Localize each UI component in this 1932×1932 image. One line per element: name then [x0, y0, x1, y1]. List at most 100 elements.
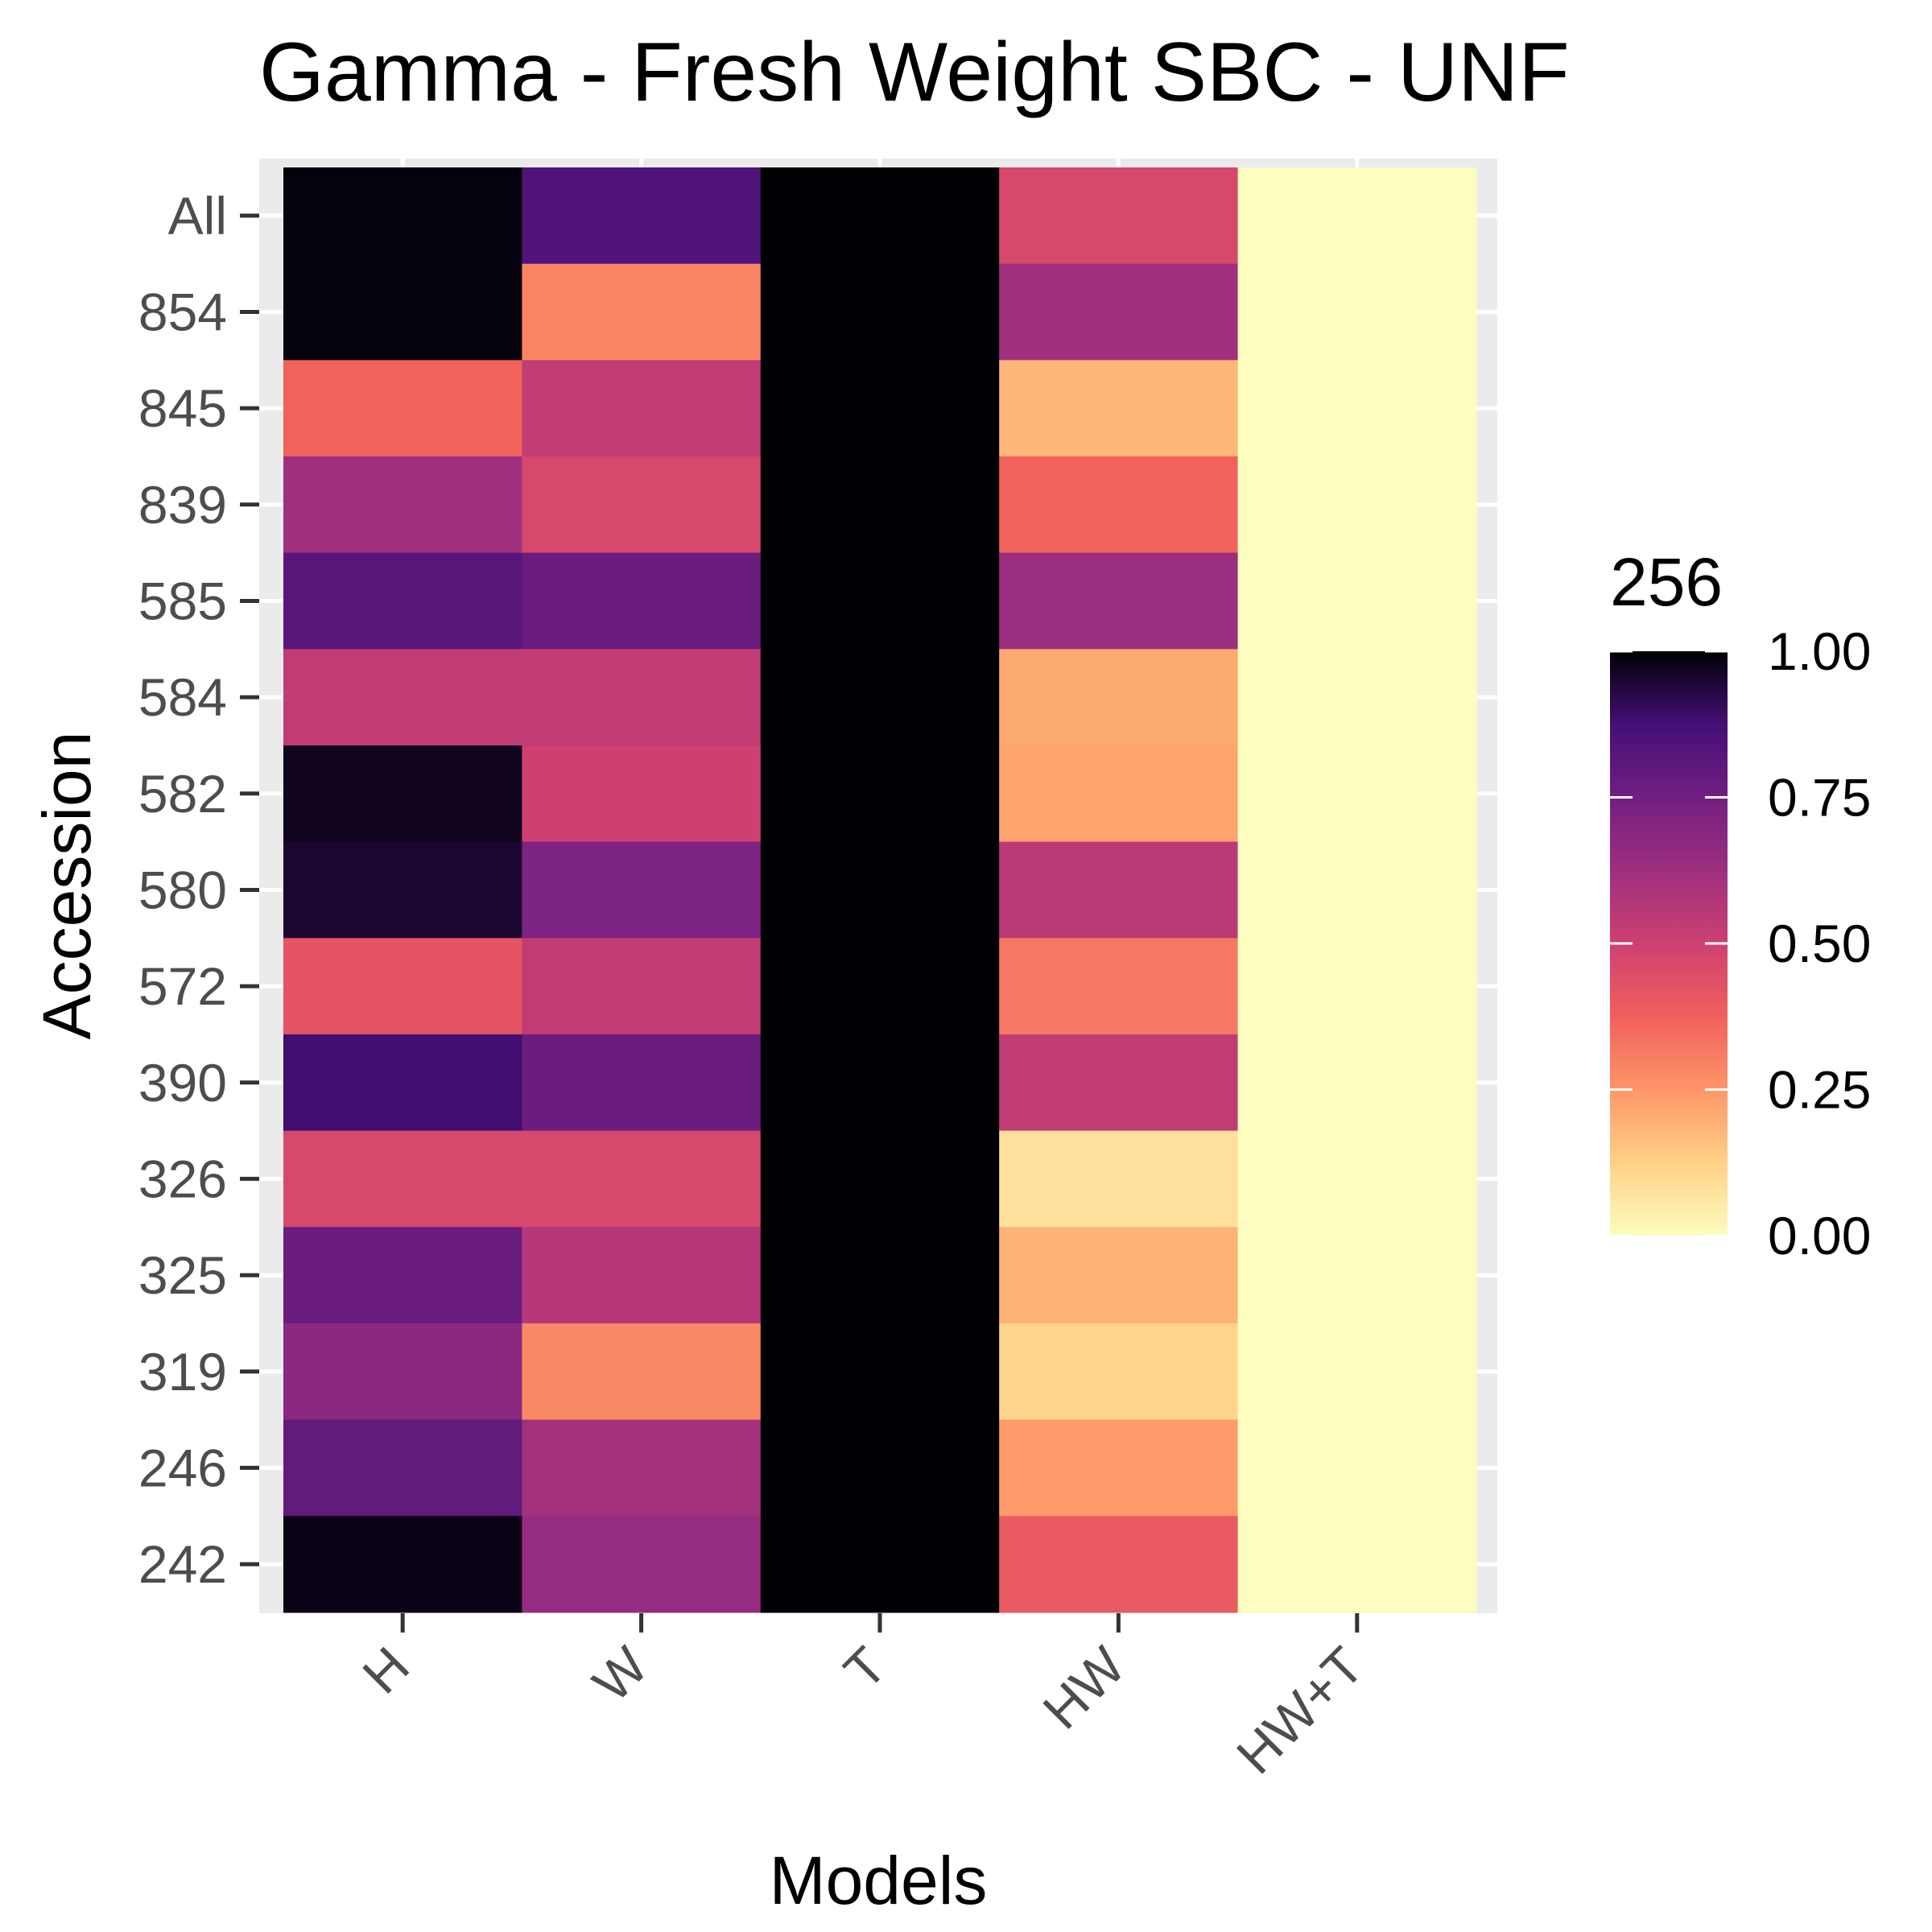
heatmap-cell	[1237, 745, 1477, 843]
y-tick-label: 584	[138, 667, 227, 727]
heatmap-cell	[1237, 1034, 1477, 1132]
heatmap-cell	[760, 841, 1000, 939]
legend-tick-label: 1.00	[1768, 621, 1871, 681]
y-tick-label: 854	[138, 282, 227, 341]
heatmap-cell	[283, 1130, 522, 1228]
heatmap-cell	[760, 1516, 1000, 1613]
heatmap-cell	[283, 456, 522, 554]
heatmap-cell	[283, 841, 522, 939]
heatmap-cell	[760, 360, 1000, 457]
y-tick-label: 845	[138, 378, 227, 438]
heatmap-cell	[283, 649, 522, 746]
heatmap-cell	[522, 745, 762, 843]
heatmap-cell	[1237, 1516, 1477, 1613]
heatmap-cell	[283, 1516, 522, 1613]
heatmap-cell	[522, 456, 762, 554]
heatmap-cell	[283, 263, 522, 361]
heatmap-cell	[522, 1227, 762, 1324]
heatmap-cell	[999, 938, 1239, 1035]
heatmap-cell	[760, 938, 1000, 1035]
x-tick-label: HW+T	[1225, 1636, 1375, 1785]
heatmap-cell	[283, 552, 522, 650]
heatmap-cells	[283, 167, 1477, 1613]
y-tick-label: 839	[138, 475, 227, 535]
color-legend: 256 0.00 0.25 0.50 0.75 1.00	[1610, 544, 1871, 1265]
legend-tick-label: 0.50	[1768, 914, 1871, 973]
heatmap-cell	[760, 745, 1000, 843]
y-tick-label: 319	[138, 1342, 227, 1402]
legend-title: 256	[1610, 544, 1723, 620]
x-tick-label: W	[581, 1635, 659, 1713]
heatmap-cell	[999, 1227, 1239, 1324]
heatmap-cell	[999, 1323, 1239, 1421]
heatmap-cell	[999, 1130, 1239, 1228]
heatmap-cell	[1237, 1323, 1477, 1421]
y-tick-label: 242	[138, 1534, 227, 1594]
heatmap-cell	[1237, 1130, 1477, 1228]
heatmap-cell	[999, 360, 1239, 457]
heatmap-cell	[1237, 938, 1477, 1035]
x-axis: H W T HW HW+T	[351, 1613, 1375, 1785]
heatmap-cell	[522, 552, 762, 650]
heatmap-cell	[283, 1227, 522, 1324]
heatmap-cell	[760, 1419, 1000, 1517]
legend-tick-label: 0.00	[1768, 1206, 1871, 1265]
heatmap-cell	[1237, 841, 1477, 939]
heatmap-cell	[1237, 360, 1477, 457]
heatmap-cell	[1237, 1227, 1477, 1324]
x-tick-label: HW	[1031, 1635, 1137, 1740]
heatmap-cell	[999, 456, 1239, 554]
heatmap-cell	[1237, 456, 1477, 554]
legend-tick-label: 0.25	[1768, 1060, 1871, 1120]
heatmap-cell	[522, 1516, 762, 1613]
heatmap-cell	[522, 167, 762, 265]
y-tick-label: 582	[138, 764, 227, 824]
y-tick-label: 580	[138, 860, 227, 919]
heatmap-cell	[283, 167, 522, 265]
heatmap-cell	[283, 1323, 522, 1421]
heatmap-cell	[522, 1323, 762, 1421]
heatmap-cell	[1237, 1419, 1477, 1517]
y-axis: All 854 845 839 585 584 582 580 572 390 326 325 319 2…	[138, 186, 259, 1594]
y-tick-label: 246	[138, 1438, 227, 1497]
heatmap-cell	[283, 1034, 522, 1132]
heatmap-cell	[760, 1034, 1000, 1132]
heatmap-cell	[760, 456, 1000, 554]
heatmap-cell	[999, 167, 1239, 265]
heatmap-cell	[1237, 649, 1477, 746]
y-tick-label: 390	[138, 1053, 227, 1113]
heatmap-cell	[760, 1130, 1000, 1228]
heatmap-cell	[522, 1130, 762, 1228]
y-tick-label: 585	[138, 571, 227, 630]
x-axis-title: Models	[770, 1843, 988, 1918]
y-tick-label: 572	[138, 956, 227, 1016]
heatmap-cell	[999, 745, 1239, 843]
heatmap-cell	[1237, 552, 1477, 650]
heatmap-cell	[999, 552, 1239, 650]
heatmap-cell	[999, 1034, 1239, 1132]
heatmap-cell	[999, 1516, 1239, 1613]
heatmap-cell	[999, 841, 1239, 939]
heatmap-cell	[522, 1034, 762, 1132]
y-tick-label: 326	[138, 1149, 227, 1208]
heatmap-cell	[283, 938, 522, 1035]
heatmap-cell	[522, 649, 762, 746]
heatmap-cell	[999, 649, 1239, 746]
heatmap-cell	[760, 167, 1000, 265]
heatmap-cell	[283, 1419, 522, 1517]
x-tick-label: T	[832, 1636, 898, 1701]
heatmap-cell	[522, 360, 762, 457]
heatmap-cell	[283, 745, 522, 843]
heatmap-cell	[999, 263, 1239, 361]
heatmap-cell	[760, 1227, 1000, 1324]
heatmap-cell	[999, 1419, 1239, 1517]
heatmap-cell	[760, 649, 1000, 746]
heatmap-cell	[522, 263, 762, 361]
x-tick-label: H	[351, 1636, 420, 1705]
y-tick-label: 325	[138, 1245, 227, 1305]
heatmap-cell	[760, 552, 1000, 650]
heatmap-cell	[283, 360, 522, 457]
chart-title: Gamma - Fresh Weight SBC - UNF	[259, 26, 1570, 119]
heatmap-cell	[522, 841, 762, 939]
